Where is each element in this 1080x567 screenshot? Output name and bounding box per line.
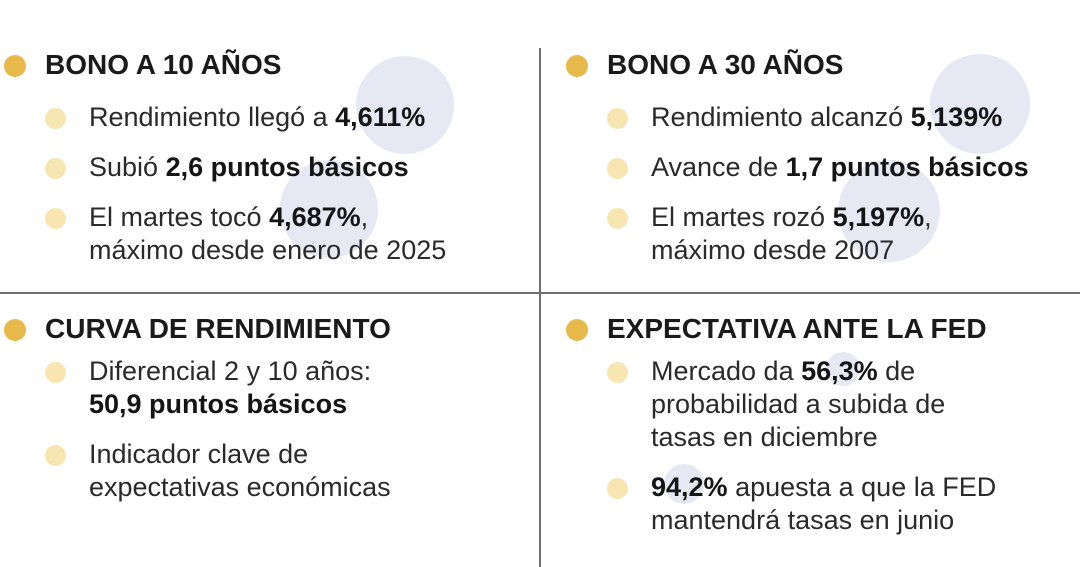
- list-item: Rendimiento llegó a 4,611%: [0, 101, 539, 134]
- list-item: El martes rozó 5,197%, máximo desde 2007: [562, 201, 1080, 267]
- item-text: El martes tocó: [89, 202, 269, 232]
- list-item: El martes tocó 4,687%, máximo desde ener…: [0, 201, 539, 267]
- list-item: Subió 2,6 puntos básicos: [0, 151, 539, 184]
- item-text: apuesta a que la FED: [728, 472, 997, 502]
- item-text: mantendrá tasas en junio: [651, 504, 1080, 537]
- item-text: ,: [361, 202, 369, 232]
- item-text: El martes rozó: [651, 202, 833, 232]
- heading-dot-icon: [4, 55, 26, 77]
- item-value: 1,7 puntos básicos: [786, 152, 1029, 182]
- item-text: máximo desde 2007: [651, 234, 1080, 267]
- item-text: máximo desde enero de 2025: [89, 234, 539, 267]
- bullet-dot-icon: [607, 158, 628, 179]
- item-value: 50,9 puntos básicos: [89, 388, 539, 421]
- bullet-dot-icon: [607, 208, 628, 229]
- item-text: Rendimiento alcanzó: [651, 102, 911, 132]
- bullet-dot-icon: [45, 445, 66, 466]
- panel-title-text: BONO A 30 AÑOS: [607, 49, 843, 80]
- item-value: 4,687%: [269, 202, 361, 232]
- item-value: 5,197%: [833, 202, 925, 232]
- item-text: Diferencial 2 y 10 años:: [89, 355, 539, 388]
- bullet-dot-icon: [45, 108, 66, 129]
- bullet-dot-icon: [45, 158, 66, 179]
- item-value: 56,3%: [801, 356, 878, 386]
- item-text: Avance de: [651, 152, 786, 182]
- list-item: Diferencial 2 y 10 años: 50,9 puntos bás…: [0, 355, 539, 421]
- list-item: Avance de 1,7 puntos básicos: [562, 151, 1080, 184]
- item-value: 4,611%: [335, 102, 425, 132]
- item-text: ,: [924, 202, 932, 232]
- bullet-dot-icon: [607, 362, 628, 383]
- heading-dot-icon: [566, 55, 588, 77]
- panel-title-text: CURVA DE RENDIMIENTO: [45, 313, 391, 344]
- list-item: Indicador clave de expectativas económic…: [0, 438, 539, 504]
- panel-curva-rendimiento: CURVA DE RENDIMIENTO Diferencial 2 y 10 …: [0, 310, 539, 504]
- heading-dot-icon: [566, 319, 588, 341]
- bullet-dot-icon: [45, 362, 66, 383]
- panel-bono-10: BONO A 10 AÑOS Rendimiento llegó a 4,611…: [0, 46, 539, 267]
- vertical-divider: [539, 48, 541, 567]
- list-item: Mercado da 56,3% de probabilidad a subid…: [562, 355, 1080, 454]
- panel-title: BONO A 10 AÑOS: [0, 46, 539, 84]
- item-text: Indicador clave de: [89, 438, 539, 471]
- item-text: Mercado da: [651, 356, 801, 386]
- item-text: de: [878, 356, 916, 386]
- bullet-dot-icon: [607, 108, 628, 129]
- panel-title-text: EXPECTATIVA ANTE LA FED: [607, 313, 987, 344]
- item-text: Rendimiento llegó a: [89, 102, 335, 132]
- item-text: probabilidad a subida de: [651, 388, 1080, 421]
- list-item: Rendimiento alcanzó 5,139%: [562, 101, 1080, 134]
- bullet-dot-icon: [45, 208, 66, 229]
- item-value: 2,6 puntos básicos: [166, 152, 409, 182]
- panel-bono-30: BONO A 30 AÑOS Rendimiento alcanzó 5,139…: [562, 46, 1080, 267]
- bullet-dot-icon: [607, 478, 628, 499]
- item-value: 94,2%: [651, 472, 728, 502]
- item-text: tasas en diciembre: [651, 421, 1080, 454]
- panel-title: EXPECTATIVA ANTE LA FED: [562, 310, 1080, 348]
- heading-dot-icon: [4, 319, 26, 341]
- item-text: Subió: [89, 152, 166, 182]
- item-text: expectativas económicas: [89, 471, 539, 504]
- panel-title: CURVA DE RENDIMIENTO: [0, 310, 539, 348]
- panel-title: BONO A 30 AÑOS: [562, 46, 1080, 84]
- item-value: 5,139%: [911, 102, 1003, 132]
- panel-title-text: BONO A 10 AÑOS: [45, 49, 281, 80]
- panel-expectativa-fed: EXPECTATIVA ANTE LA FED Mercado da 56,3%…: [562, 310, 1080, 537]
- list-item: 94,2% apuesta a que la FED mantendrá tas…: [562, 471, 1080, 537]
